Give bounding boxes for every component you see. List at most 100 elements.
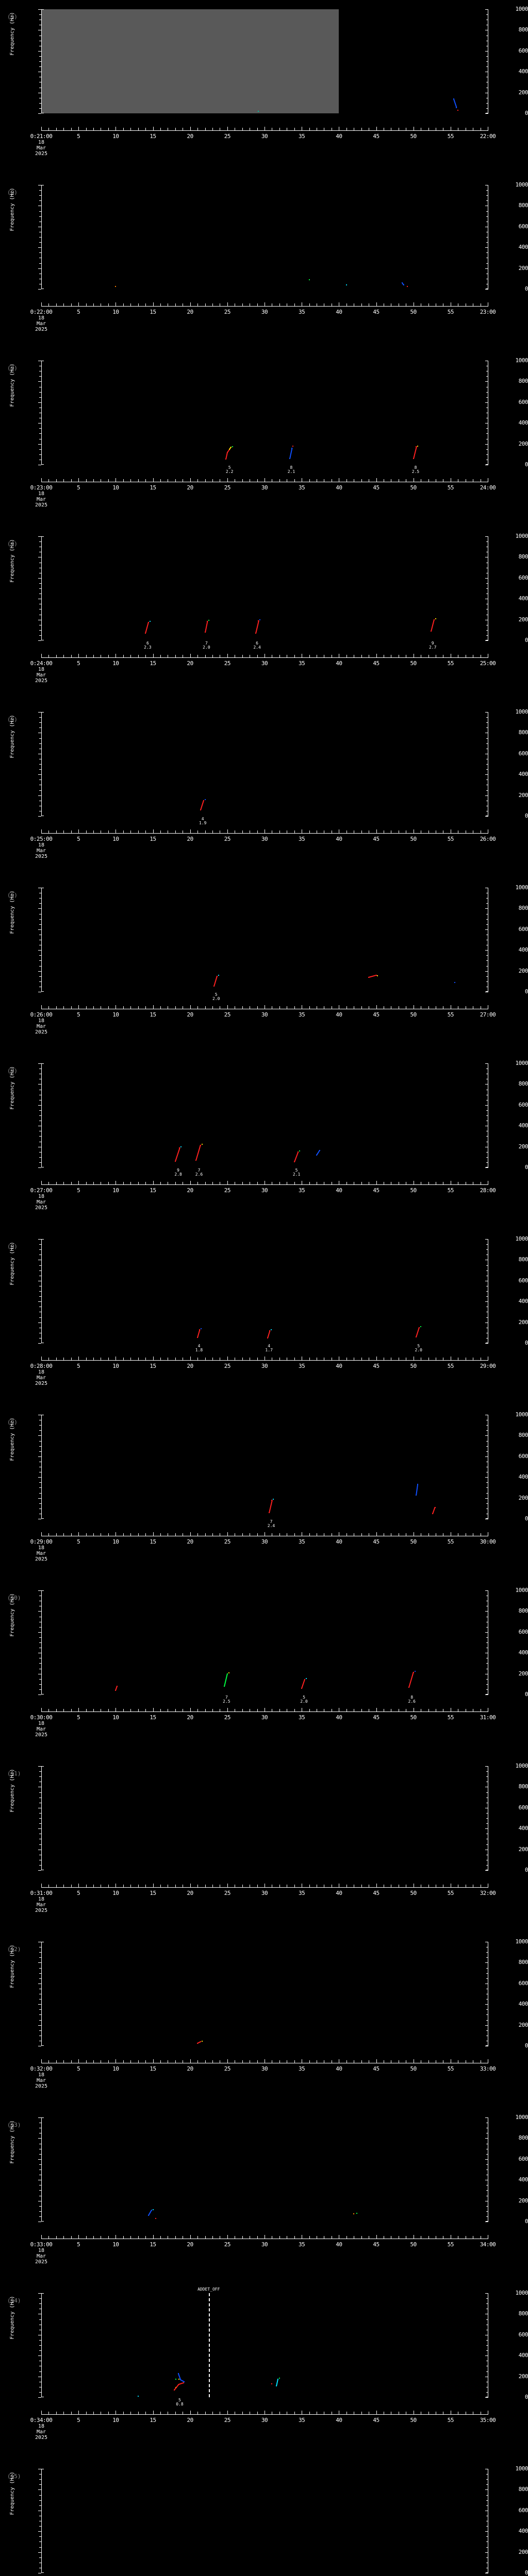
x-tick bbox=[227, 1884, 228, 1887]
x-tick-label: 35 bbox=[299, 2417, 305, 2424]
x-tick-label: 55 bbox=[447, 309, 454, 315]
x-tick-label: 35 bbox=[299, 484, 305, 491]
x-tick bbox=[138, 831, 139, 833]
x-tick bbox=[212, 2412, 213, 2414]
trace-point bbox=[178, 2378, 180, 2380]
x-tick bbox=[86, 2412, 87, 2414]
y-tick-right bbox=[485, 247, 488, 248]
y-tick bbox=[38, 1766, 41, 1767]
y-tick-right bbox=[486, 1679, 488, 1680]
y-tick-right bbox=[485, 2552, 488, 2553]
y-tick bbox=[38, 2025, 41, 2026]
y-tick-right bbox=[485, 816, 488, 817]
y-tick-right bbox=[486, 630, 488, 631]
y-tick bbox=[39, 252, 41, 253]
x-tick-label: 15 bbox=[150, 133, 156, 140]
axis-cap bbox=[486, 2221, 488, 2222]
x-tick bbox=[175, 1006, 176, 1009]
x-tick bbox=[346, 479, 347, 482]
x-tick-label: 20 bbox=[187, 1714, 194, 1721]
x-start-label: 0:25:00 bbox=[30, 836, 53, 842]
trace-point bbox=[270, 1329, 272, 1330]
x-tick bbox=[376, 2235, 377, 2239]
y-tick-label: 0 bbox=[524, 637, 528, 643]
x-tick bbox=[145, 2412, 146, 2414]
x-tick bbox=[78, 829, 79, 833]
y-tick-right bbox=[486, 433, 488, 434]
x-tick bbox=[294, 1709, 295, 1711]
x-tick bbox=[190, 127, 191, 130]
y-tick-label: 400 bbox=[518, 68, 528, 75]
y-tick-right bbox=[486, 1503, 488, 1504]
y-tick-label: 400 bbox=[518, 1649, 528, 1656]
trace-point bbox=[308, 279, 310, 280]
x-tick bbox=[78, 2059, 79, 2063]
y-tick-right bbox=[486, 2211, 488, 2212]
x-tick bbox=[56, 1533, 57, 1536]
x-tick-label: 30 bbox=[261, 1538, 268, 1545]
y-tick-right bbox=[486, 1957, 488, 1958]
y-tick bbox=[38, 950, 41, 951]
x-tick bbox=[257, 2412, 258, 2414]
x-tick-label: 55 bbox=[447, 1890, 454, 1896]
y-tick-right bbox=[486, 237, 488, 238]
x-tick bbox=[190, 1005, 191, 1009]
x-tick bbox=[376, 1181, 377, 1184]
x-tick bbox=[212, 128, 213, 130]
axis-cap bbox=[41, 1766, 44, 1767]
y-tick bbox=[39, 981, 41, 982]
y-tick-right bbox=[485, 2138, 488, 2139]
x-tick bbox=[78, 1181, 79, 1184]
x-tick bbox=[71, 1182, 72, 1184]
trace-point bbox=[271, 1499, 273, 1501]
axis-cap bbox=[486, 991, 488, 992]
y-tick bbox=[38, 1239, 41, 1240]
axis-cap bbox=[41, 991, 44, 992]
y-axis-title: Frequency (Hz) bbox=[9, 539, 15, 583]
y-tick bbox=[38, 1498, 41, 1499]
x-tick bbox=[48, 2236, 50, 2239]
x-tick bbox=[197, 1709, 199, 1711]
y-tick-label: 1000 bbox=[515, 1762, 528, 1769]
y-tick-label: 1000 bbox=[515, 357, 528, 364]
x-tick bbox=[56, 2060, 57, 2063]
x-tick bbox=[145, 479, 146, 482]
y-tick-label: 600 bbox=[518, 925, 528, 933]
y-tick bbox=[39, 2298, 41, 2299]
y-tick-right bbox=[486, 2030, 488, 2031]
x-tick-label: 10 bbox=[112, 660, 119, 667]
spectrogram-panel: 0 200 400 600 800 1000 Frequency (Hz) (1) 0:21:0… bbox=[0, 0, 528, 176]
x-tick-label: 15 bbox=[150, 2417, 156, 2424]
x-tick bbox=[279, 1709, 280, 1711]
y-tick-right bbox=[486, 2298, 488, 2299]
y-tick-label: 800 bbox=[518, 553, 528, 561]
x-tick bbox=[63, 303, 64, 306]
x-tick bbox=[108, 1358, 109, 1360]
y-tick-label: 600 bbox=[518, 1101, 528, 1108]
trace-point bbox=[258, 110, 259, 112]
panel-inner: 5 0.8 ADDET_OFF 0 200 400 600 800 1000 Frequency … bbox=[0, 2284, 528, 2460]
x-tick bbox=[123, 655, 124, 657]
y-tick-right bbox=[486, 790, 488, 791]
panel-number: (13) bbox=[7, 2122, 21, 2128]
x-tick bbox=[205, 128, 206, 130]
y-tick bbox=[39, 392, 41, 393]
x-tick bbox=[78, 2235, 79, 2239]
x-tick bbox=[63, 1182, 64, 1184]
y-axis-title: Frequency (Hz) bbox=[9, 1242, 15, 1285]
x-start-label: 0:31:00 bbox=[30, 1890, 53, 1896]
y-tick-right bbox=[486, 449, 488, 450]
trace-point bbox=[297, 1151, 299, 1153]
x-tick-label: 20 bbox=[187, 309, 194, 315]
x-tick bbox=[78, 1884, 79, 1887]
x-tick-label: 40 bbox=[336, 2065, 342, 2072]
x-tick bbox=[108, 1709, 109, 1711]
trace-point bbox=[434, 1506, 436, 1508]
x-tick bbox=[93, 479, 94, 482]
x-tick bbox=[376, 478, 377, 482]
x-tick bbox=[309, 128, 310, 130]
y-tick-right bbox=[486, 1978, 488, 1979]
y-tick-label: 400 bbox=[518, 1825, 528, 1832]
x-tick bbox=[123, 1709, 124, 1711]
y-tick-right bbox=[485, 1435, 488, 1436]
